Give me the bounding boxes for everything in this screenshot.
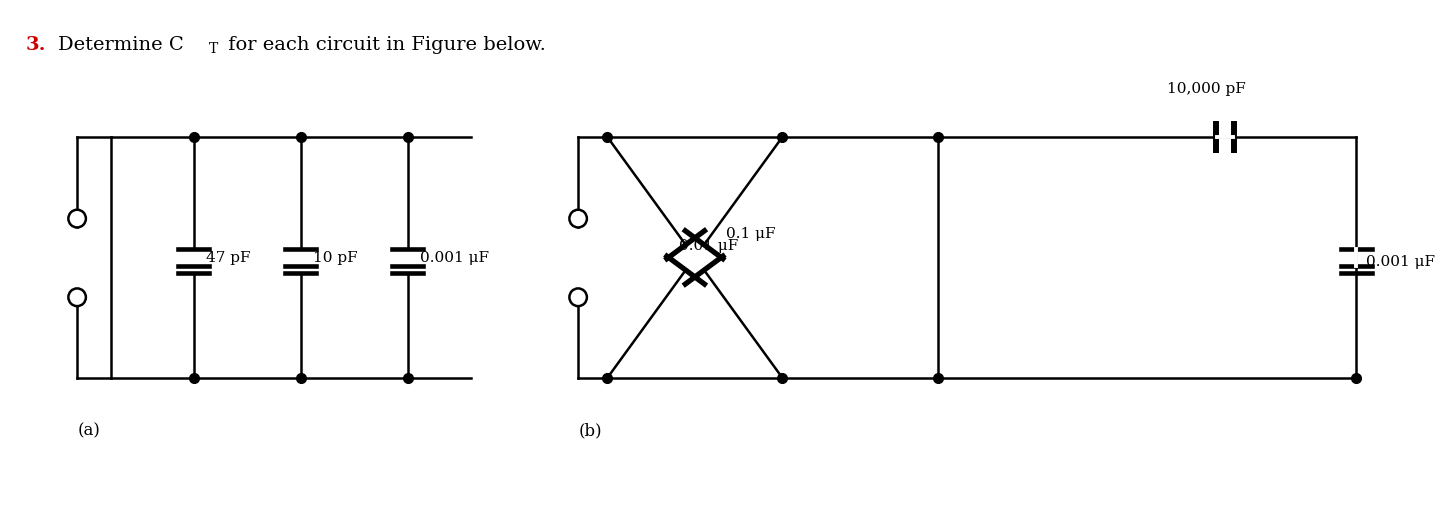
Text: 47 pF: 47 pF [206,251,251,265]
Text: (b): (b) [578,422,601,439]
Circle shape [569,210,587,228]
Text: 0.001 μF: 0.001 μF [420,251,488,265]
Text: 0.001 μF: 0.001 μF [1366,256,1435,269]
Circle shape [569,288,587,306]
Text: for each circuit in Figure below.: for each circuit in Figure below. [222,35,546,54]
Text: T: T [209,42,217,56]
Text: (a): (a) [77,422,100,439]
Text: 10,000 pF: 10,000 pF [1166,82,1246,96]
Text: 10 pF: 10 pF [313,251,358,265]
Circle shape [68,288,85,306]
Text: 0.01 μF: 0.01 μF [680,239,739,253]
Text: 3.: 3. [26,35,46,54]
Text: 0.1 μF: 0.1 μF [726,227,775,241]
Circle shape [68,210,85,228]
Text: Determine C: Determine C [58,35,184,54]
